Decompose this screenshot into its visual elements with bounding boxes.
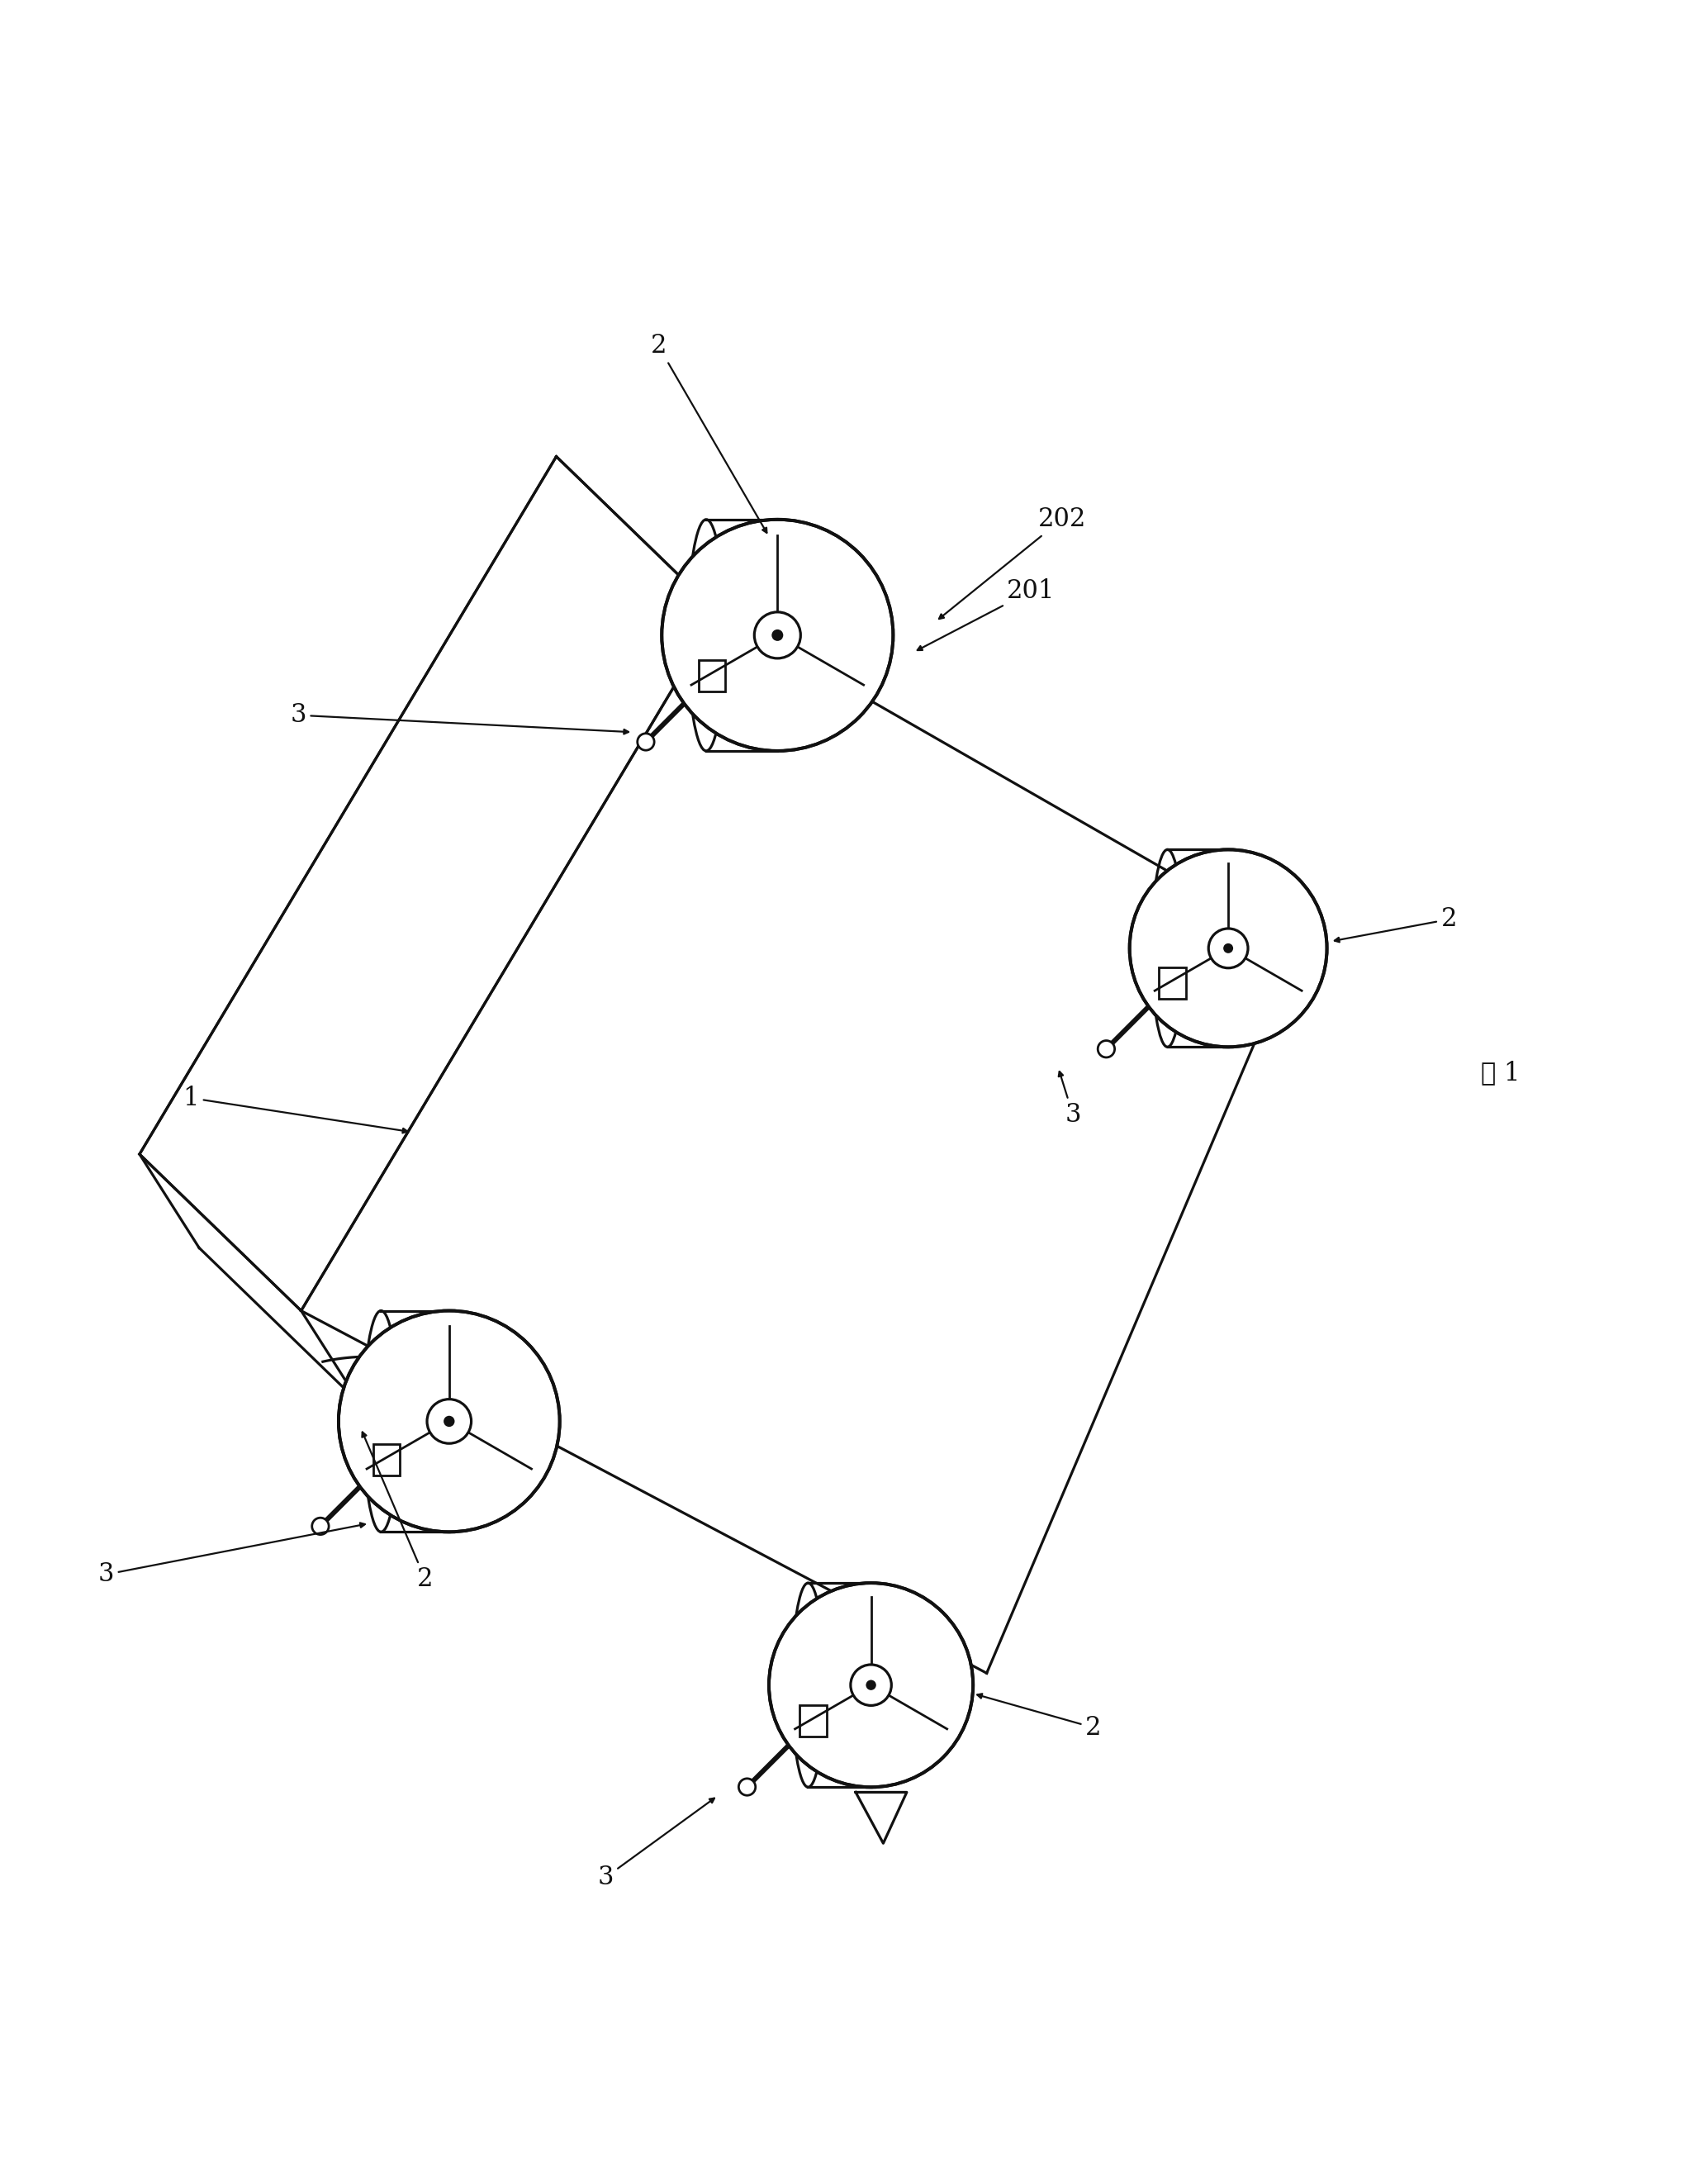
Ellipse shape	[866, 1680, 876, 1691]
Text: 3: 3	[290, 703, 629, 735]
Text: 2: 2	[362, 1431, 434, 1593]
Ellipse shape	[851, 1665, 892, 1706]
Ellipse shape	[755, 612, 801, 659]
Text: 201: 201	[917, 577, 1056, 651]
Text: 202: 202	[939, 506, 1086, 618]
Text: 图 1: 图 1	[1481, 1059, 1520, 1085]
Ellipse shape	[772, 629, 784, 640]
Polygon shape	[140, 456, 717, 1310]
Text: 2: 2	[1334, 906, 1457, 943]
Ellipse shape	[338, 1310, 560, 1533]
Text: 2: 2	[651, 333, 767, 532]
Ellipse shape	[313, 1518, 330, 1535]
Ellipse shape	[769, 1583, 974, 1788]
Ellipse shape	[444, 1416, 454, 1427]
FancyBboxPatch shape	[372, 1444, 400, 1477]
Ellipse shape	[738, 1779, 755, 1794]
FancyBboxPatch shape	[699, 659, 726, 692]
Text: 2: 2	[977, 1693, 1102, 1740]
Text: 1: 1	[183, 1085, 408, 1133]
Ellipse shape	[661, 519, 893, 750]
Text: 3: 3	[598, 1799, 714, 1890]
Text: 3: 3	[1059, 1072, 1081, 1129]
Ellipse shape	[427, 1399, 471, 1444]
Ellipse shape	[1098, 1040, 1115, 1057]
Ellipse shape	[637, 733, 654, 750]
FancyBboxPatch shape	[799, 1706, 827, 1736]
Ellipse shape	[1223, 943, 1233, 953]
Ellipse shape	[1129, 850, 1327, 1046]
Ellipse shape	[1209, 927, 1249, 969]
Text: 3: 3	[97, 1522, 366, 1587]
FancyBboxPatch shape	[1160, 966, 1185, 999]
Polygon shape	[856, 1792, 907, 1844]
